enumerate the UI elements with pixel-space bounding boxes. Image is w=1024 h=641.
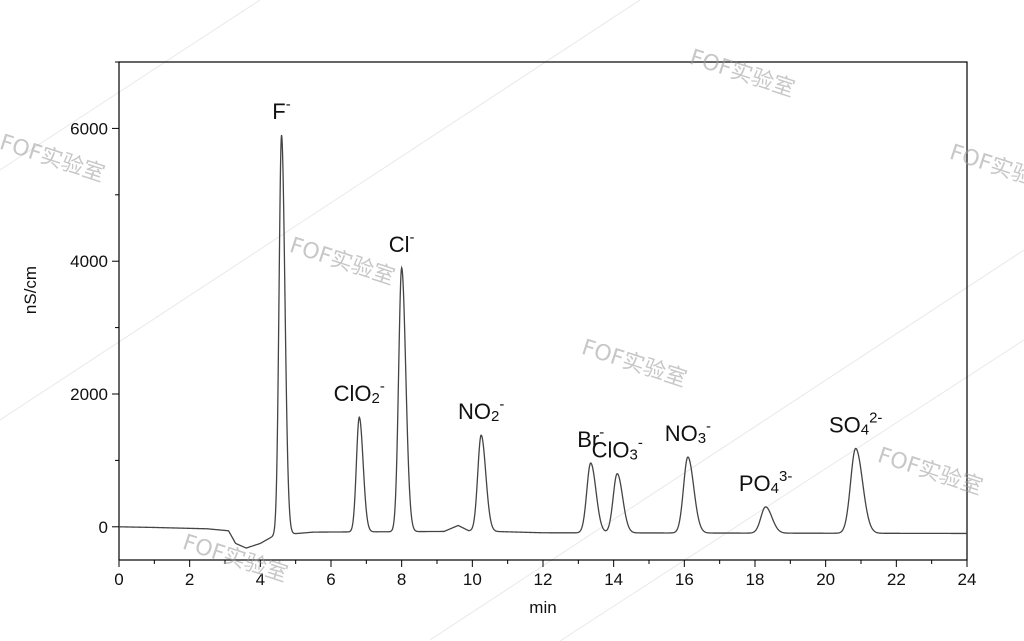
x-tick-label: 10 bbox=[463, 570, 482, 589]
peak-label: SO42- bbox=[829, 409, 882, 438]
peak-label: NO2- bbox=[458, 396, 504, 425]
watermark-text: FOF实验室 bbox=[179, 530, 290, 587]
peak-labels: F- ClO2- Cl- NO2- Br-ClO3- NO3- PO43- SO42- bbox=[272, 96, 882, 497]
x-tick-label: 8 bbox=[397, 570, 406, 589]
y-axis-label: nS/cm bbox=[21, 266, 40, 314]
x-tick-label: 0 bbox=[114, 570, 123, 589]
x-tick-label: 20 bbox=[816, 570, 835, 589]
x-tick-label: 4 bbox=[256, 570, 265, 589]
peak-label: ClO2- bbox=[334, 378, 385, 407]
x-tick-label: 2 bbox=[185, 570, 194, 589]
x-tick-label: 14 bbox=[604, 570, 623, 589]
peak-label: ClO3- bbox=[592, 435, 643, 464]
watermark-text: FOF实验室 bbox=[946, 140, 1024, 197]
watermark-text: FOF实验室 bbox=[286, 233, 397, 290]
watermark-text: FOF实验室 bbox=[0, 130, 108, 187]
y-tick-label: 2000 bbox=[70, 385, 108, 404]
peak-label: F- bbox=[272, 96, 290, 124]
watermarks: FOF实验室 FOF实验室 FOF实验室 FOF实验室 FOF实验室 FOF实验室 FOF实… bbox=[0, 45, 1024, 587]
y-tick-label: 4000 bbox=[70, 252, 108, 271]
chromatogram-trace bbox=[118, 134, 967, 549]
x-axis: 0 2 4 6 8 10 12 14 16 18 20 22 24 bbox=[114, 560, 976, 589]
plot-frame bbox=[118, 61, 968, 561]
y-tick-label: 6000 bbox=[70, 119, 108, 138]
y-axis: 0 2000 4000 6000 bbox=[70, 61, 119, 537]
watermark-text: FOF实验室 bbox=[874, 443, 985, 500]
watermark-text: FOF实验室 bbox=[686, 45, 797, 102]
x-tick-label: 22 bbox=[887, 570, 906, 589]
y-tick-label: 0 bbox=[99, 518, 108, 537]
peak-label: Br- bbox=[577, 424, 604, 452]
peak-label: NO3- bbox=[665, 418, 711, 447]
x-tick-label: 16 bbox=[675, 570, 694, 589]
peak-label: PO43- bbox=[739, 468, 792, 497]
watermark-text: FOF实验室 bbox=[578, 335, 689, 392]
x-tick-label: 12 bbox=[534, 570, 553, 589]
x-tick-label: 18 bbox=[746, 570, 765, 589]
x-axis-label: min bbox=[529, 598, 556, 617]
x-tick-label: 24 bbox=[958, 570, 977, 589]
x-tick-label: 6 bbox=[326, 570, 335, 589]
peak-label: Cl- bbox=[389, 229, 415, 257]
